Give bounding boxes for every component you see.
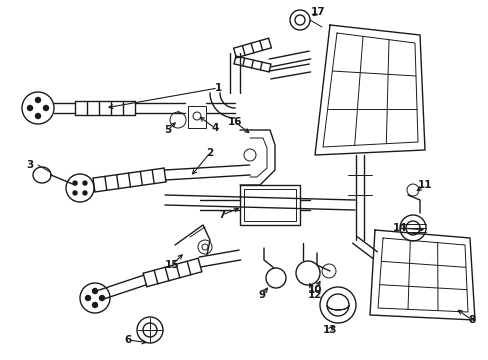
Text: 11: 11	[417, 180, 431, 190]
Circle shape	[85, 296, 90, 301]
Circle shape	[83, 191, 87, 195]
Circle shape	[92, 302, 97, 307]
Circle shape	[36, 98, 41, 103]
Text: 4: 4	[211, 123, 218, 133]
Circle shape	[83, 181, 87, 185]
Text: 15: 15	[164, 260, 179, 270]
Text: 6: 6	[124, 335, 131, 345]
Text: 14: 14	[392, 223, 407, 233]
Bar	[240, 185, 299, 225]
Text: 16: 16	[227, 117, 242, 127]
Circle shape	[92, 288, 97, 293]
Text: 9: 9	[258, 290, 265, 300]
Text: 8: 8	[468, 315, 475, 325]
Text: 17: 17	[310, 7, 325, 17]
Text: 13: 13	[322, 325, 337, 335]
Text: 1: 1	[214, 83, 221, 93]
Circle shape	[73, 191, 77, 195]
Text: 2: 2	[206, 148, 213, 158]
Text: 10: 10	[307, 285, 322, 295]
Circle shape	[43, 105, 48, 111]
Text: 5: 5	[164, 125, 171, 135]
Circle shape	[27, 105, 32, 111]
Circle shape	[73, 181, 77, 185]
Text: 7: 7	[218, 210, 225, 220]
Text: 3: 3	[26, 160, 34, 170]
Text: 12: 12	[307, 290, 322, 300]
Circle shape	[36, 113, 41, 118]
Bar	[244, 189, 295, 221]
Bar	[187, 106, 205, 128]
Circle shape	[99, 296, 104, 301]
